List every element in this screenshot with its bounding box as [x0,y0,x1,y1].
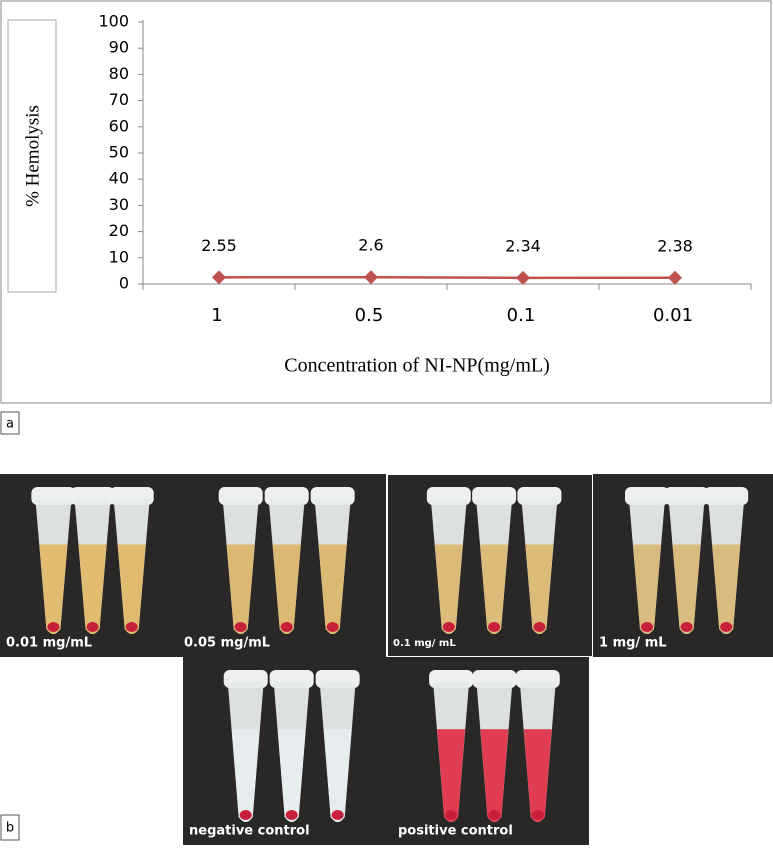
pellet [680,622,693,632]
y-axis-label: % Hemolysis [22,105,43,207]
x-axis-label: Concentration of NI-NP(mg/mL) [284,355,550,377]
tube-liquid [480,729,509,822]
pellet [531,810,544,820]
photo-caption: 0.05 mg/mL [184,636,270,651]
tube-liquid [226,544,255,634]
pellet [47,622,60,632]
y-tick-label: 40 [109,169,129,188]
pellet [326,622,339,632]
pellet [533,622,546,632]
y-tick-label: 100 [98,12,129,31]
marker [212,270,226,285]
y-tick-label: 60 [109,116,129,135]
tube-liquid [525,544,554,634]
pellet [442,622,455,632]
y-label-box [7,19,57,293]
y-tick-label: 50 [109,143,129,162]
panel-label: b [6,821,14,836]
tube-liquid [39,544,68,634]
tube-liquid [523,729,552,822]
pellet [641,622,653,632]
photo-caption: 0.1 mg/ mL [393,638,456,649]
pellet [331,810,344,820]
tube-liquid [323,729,352,822]
y-tick-label: 90 [109,38,129,57]
panel-label: a [6,417,14,432]
pellet [239,810,252,820]
tube-liquid [231,729,260,822]
y-tick-label: 20 [109,221,129,240]
marker [516,270,530,285]
tube-liquid [633,544,661,634]
y-tick-label: 10 [109,247,129,266]
pellet [125,622,138,632]
pellet [488,810,501,820]
marker [364,270,378,285]
photo-caption: positive control [398,824,513,839]
tube-liquid [277,729,306,822]
y-tick-label: 30 [109,195,129,214]
data-label: 2.34 [505,236,541,255]
tube-liquid [480,544,509,634]
tube-liquid [434,544,463,634]
pellet [285,810,298,820]
y-tick-label: 0 [119,274,129,293]
tube-liquid [78,544,107,634]
pellet [234,622,247,632]
data-label: 2.38 [657,236,693,255]
pellet [720,622,733,632]
panel-label-box [0,411,20,435]
tube-liquid [272,544,301,634]
line [218,275,676,280]
tube-liquid [117,544,146,634]
pellet [280,622,293,632]
x-tick-label: 0.1 [507,305,536,326]
tube-liquid [712,544,741,634]
data-label: 2.55 [201,236,237,255]
x-tick-label: 1 [211,305,222,326]
tube-liquid [672,544,701,634]
pellet [445,810,458,820]
x-tick-label: 0.5 [355,305,384,326]
tube-liquid [437,729,466,822]
marker [668,270,682,285]
photo-group: 0.01 mg/mL 0.05 mg/mL 0.1 mg/ mL 1 mg/ mL ne… [0,473,773,845]
pellet [488,622,501,632]
photo-caption: negative control [189,824,310,839]
photo-caption: 0.01 mg/mL [6,636,92,651]
data-label: 2.6 [358,236,383,255]
pellet [86,622,99,632]
y-tick-label: 80 [109,64,129,83]
x-tick-label: 0.01 [653,305,693,326]
panel-label-box [0,814,20,841]
y-tick-label: 70 [109,90,129,109]
tube-liquid [318,544,347,634]
chart-frame [0,0,772,404]
photo-caption: 1 mg/ mL [599,636,667,651]
